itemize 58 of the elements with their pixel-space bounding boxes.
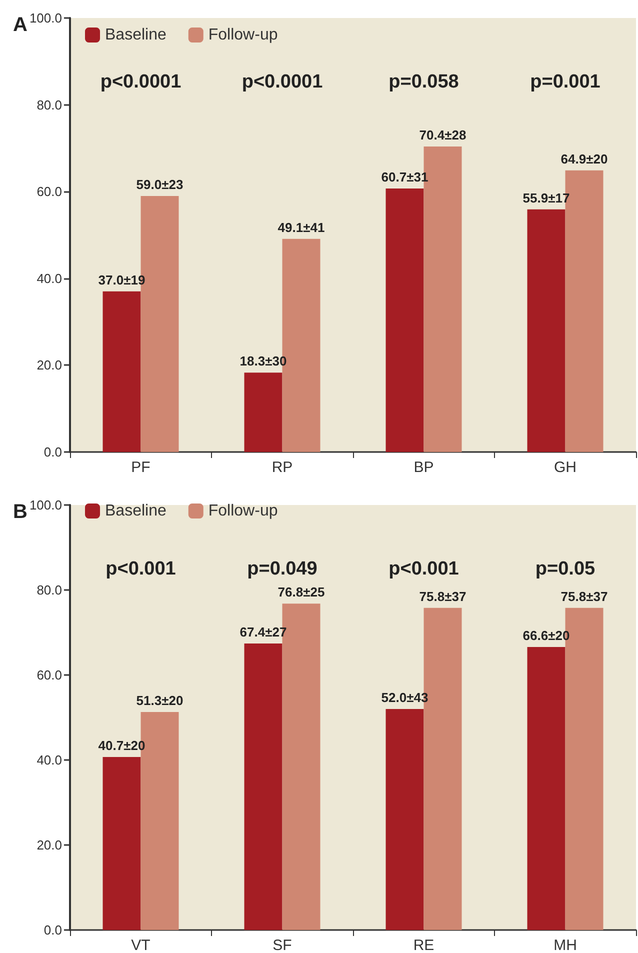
bar — [244, 644, 282, 930]
legend-label: Baseline — [105, 502, 166, 520]
data-label: 49.1±41 — [278, 220, 325, 235]
data-label: 52.0±43 — [381, 690, 428, 705]
chart-title: B — [13, 501, 28, 523]
data-label: 70.4±28 — [419, 127, 466, 142]
y-tick-label: 60.0 — [36, 668, 62, 682]
x-tick-label: GH — [554, 459, 576, 476]
x-tick-label: PF — [131, 459, 150, 476]
data-label: 75.8±37 — [560, 588, 608, 604]
y-tick-label: 100.0 — [29, 498, 62, 512]
x-tick-label: BP — [414, 459, 434, 476]
legend-label: Baseline — [105, 26, 166, 44]
y-tick-label: 0.0 — [44, 444, 62, 460]
x-tick-label: SF — [272, 937, 292, 953]
y-tick-label: 60.0 — [36, 184, 62, 200]
y-tick-label: 100.0 — [29, 10, 62, 26]
y-tick-label: 20.0 — [36, 358, 62, 373]
annotation: p=0.05 — [535, 558, 596, 580]
annotation: p=0.049 — [247, 558, 318, 580]
data-label: 67.4±27 — [240, 624, 287, 640]
data-label: 66.6±20 — [522, 628, 570, 643]
x-tick-label: VT — [131, 937, 150, 953]
data-label: 37.0±19 — [98, 272, 146, 288]
data-label: 59.0±23 — [136, 176, 184, 192]
annotation: p<0.001 — [106, 558, 176, 580]
bar — [102, 757, 141, 930]
annotation: p<0.001 — [388, 558, 460, 580]
annotation: p<0.0001 — [100, 72, 182, 92]
legend-label: Follow-up — [208, 502, 278, 520]
annotation: p=0.001 — [530, 72, 601, 92]
data-label: 76.8±25 — [278, 584, 325, 600]
bar — [244, 372, 282, 452]
data-label: 55.9±17 — [522, 190, 570, 206]
bar — [386, 188, 424, 452]
y-tick-label: 80.0 — [36, 582, 62, 598]
legend-label: Follow-up — [208, 26, 278, 44]
bar — [527, 646, 566, 930]
x-tick-label: RE — [413, 937, 434, 953]
y-tick-label: 40.0 — [36, 752, 62, 768]
annotation: p<0.0001 — [242, 72, 324, 92]
y-tick-label: 40.0 — [36, 270, 62, 286]
data-label: 18.3±30 — [240, 354, 287, 369]
x-tick-label: MH — [554, 937, 577, 953]
x-tick-label: RP — [272, 459, 293, 476]
bar — [386, 709, 424, 930]
y-tick-label: 80.0 — [36, 97, 62, 112]
annotation: p=0.058 — [388, 72, 459, 92]
y-tick-label: 20.0 — [36, 838, 62, 852]
chart-title: A — [13, 14, 28, 36]
data-label: 64.9±20 — [560, 151, 608, 166]
y-tick-label: 0.0 — [44, 922, 62, 938]
data-label: 75.8±37 — [419, 588, 466, 604]
bar — [527, 209, 566, 452]
data-label: 60.7±31 — [381, 170, 428, 185]
data-label: 51.3±20 — [136, 692, 184, 708]
data-label: 40.7±20 — [98, 738, 146, 754]
bar — [102, 291, 141, 452]
